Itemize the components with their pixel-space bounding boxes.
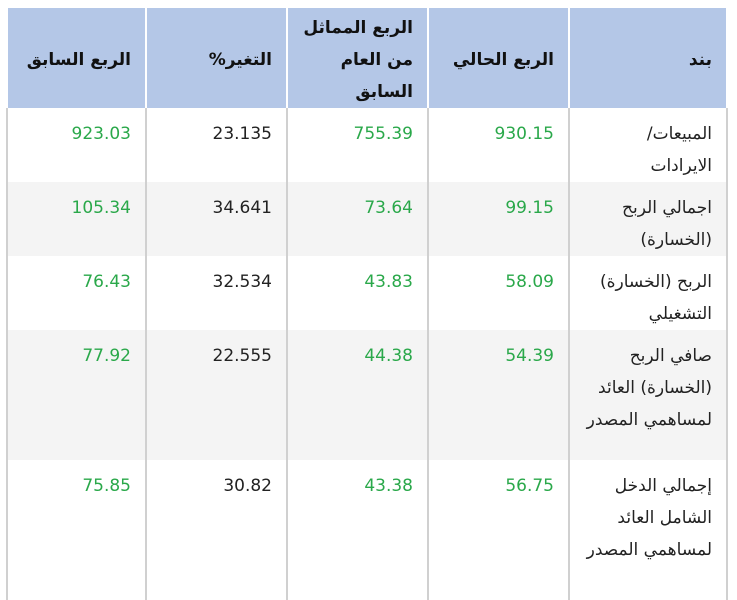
data-table: بند الربع الحالي الربع المماثل من العام ال… [6, 8, 728, 600]
item-cell: المبيعات/ الايرادات [568, 108, 728, 182]
value-cell: 923.03 [6, 108, 147, 182]
table-row: الربح (الخسارة) التشغيلي 58.09 43.83 32.534… [6, 256, 728, 330]
value-cell: 23.135 [145, 108, 288, 182]
item-cell: الربح (الخسارة) التشغيلي [568, 256, 728, 330]
table-body: المبيعات/ الايرادات 930.15 755.39 23.135 923… [6, 108, 728, 600]
value-cell: 32.534 [145, 256, 288, 330]
item-cell: اجمالي الربح (الخسارة) [568, 182, 728, 256]
header-cell: الربع المماثل من العام السابق [286, 8, 429, 108]
value-cell: 73.64 [286, 182, 429, 256]
header-cell: الربع الحالي [427, 8, 570, 108]
item-cell: إجمالي الدخل الشامل العائد لمساهمي المصد… [568, 460, 728, 600]
value-cell: 56.75 [427, 460, 570, 600]
value-cell: 34.641 [145, 182, 288, 256]
value-cell: 76.43 [6, 256, 147, 330]
header-cell: الربع السابق [6, 8, 147, 108]
table-row: اجمالي الربح (الخسارة) 99.15 73.64 34.641 10… [6, 182, 728, 256]
header-row: بند الربع الحالي الربع المماثل من العام ال… [6, 8, 728, 108]
value-cell: 43.38 [286, 460, 429, 600]
value-cell: 58.09 [427, 256, 570, 330]
table-row: إجمالي الدخل الشامل العائد لمساهمي المصد… [6, 460, 728, 600]
value-cell: 930.15 [427, 108, 570, 182]
value-cell: 22.555 [145, 330, 288, 460]
value-cell: 30.82 [145, 460, 288, 600]
value-cell: 44.38 [286, 330, 429, 460]
table-row: المبيعات/ الايرادات 930.15 755.39 23.135 923… [6, 108, 728, 182]
value-cell: 99.15 [427, 182, 570, 256]
header-cell: التغير% [145, 8, 288, 108]
value-cell: 43.83 [286, 256, 429, 330]
value-cell: 105.34 [6, 182, 147, 256]
item-cell: صافي الربح (الخسارة) العائد لمساهمي المص… [568, 330, 728, 460]
value-cell: 755.39 [286, 108, 429, 182]
header-cell: بند [568, 8, 728, 108]
table-row: صافي الربح (الخسارة) العائد لمساهمي المص… [6, 330, 728, 460]
table-head: بند الربع الحالي الربع المماثل من العام ال… [6, 8, 728, 108]
value-cell: 77.92 [6, 330, 147, 460]
value-cell: 54.39 [427, 330, 570, 460]
value-cell: 75.85 [6, 460, 147, 600]
